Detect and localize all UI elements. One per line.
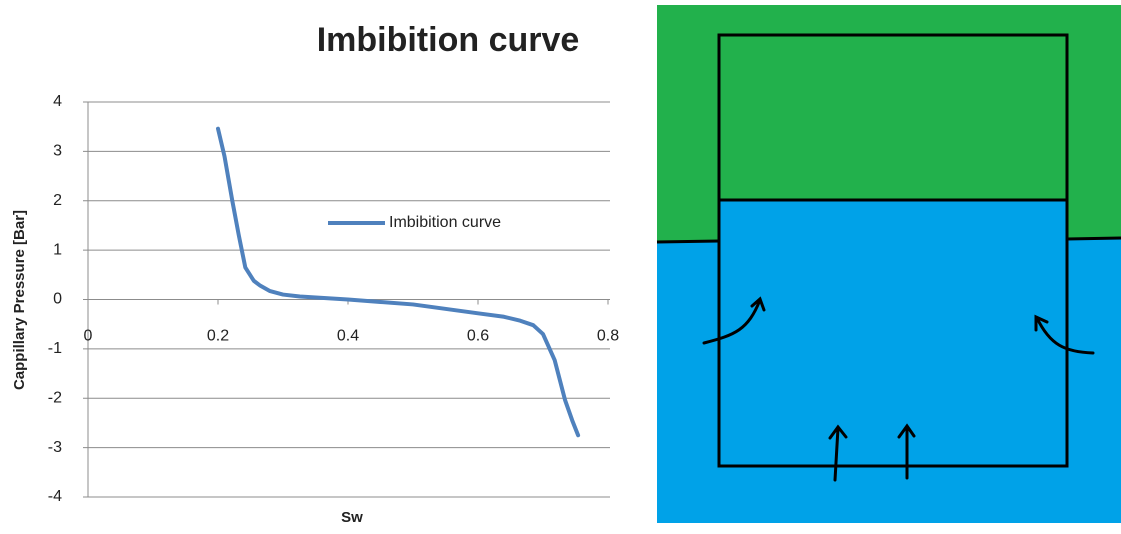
y-tick-label: 1 [53, 241, 62, 258]
x-tick-label: 0.4 [337, 328, 359, 345]
x-tick-label: 0.2 [207, 328, 229, 345]
y-tick-label: 4 [53, 93, 62, 110]
legend-label: Imbibition curve [389, 214, 501, 231]
y-axis-title: Cappillary Pressure [Bar] [11, 210, 28, 390]
x-tick-label: 0.8 [597, 328, 619, 345]
page: Imbibition curve Sw Cappillary Pressure … [0, 0, 1121, 529]
chart-title: Imbibition curve [317, 21, 580, 59]
interface-left [657, 241, 719, 242]
oil-in-core [719, 35, 1067, 200]
x-tick-label: 0.6 [467, 328, 489, 345]
y-tick-label: -3 [48, 439, 62, 456]
x-axis-title: Sw [341, 509, 363, 526]
y-tick-label: -1 [48, 340, 62, 357]
x-tick-label: 0 [84, 328, 93, 345]
data-line [218, 129, 578, 436]
y-tick-label: -4 [48, 488, 62, 505]
y-tick-label: 2 [53, 192, 62, 209]
diagram [657, 5, 1121, 523]
interface-right [1067, 238, 1121, 239]
y-tick-label: 0 [53, 291, 62, 308]
y-tick-label: 3 [53, 143, 62, 160]
y-tick-label: -2 [48, 389, 62, 406]
